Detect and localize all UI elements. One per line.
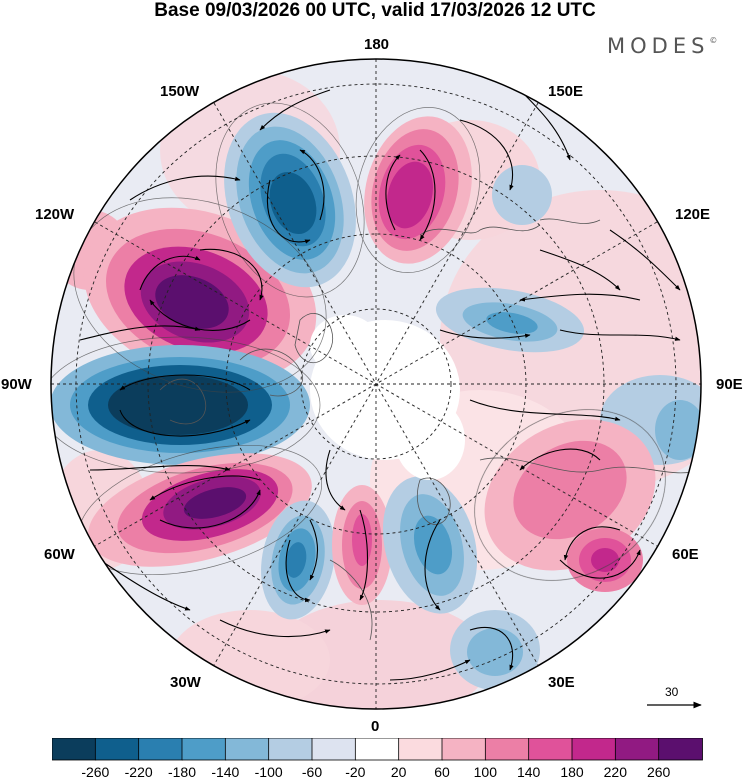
lon-label-150w: 150W: [160, 83, 200, 100]
lon-label-90e: 90E: [716, 376, 743, 393]
low-anomaly-110e: [435, 287, 585, 353]
lon-label-90w: 90W: [1, 376, 32, 393]
colorbar-swatch: [614, 738, 660, 761]
brand-text: MODES: [607, 34, 710, 58]
colorbar-tick-label: 220: [603, 764, 628, 780]
lon-label-180: 180: [364, 36, 390, 53]
colorbar-tick-label: 260: [646, 764, 671, 780]
reference-vector-label: 30: [665, 685, 679, 699]
colorbar-tick-label: -260: [81, 764, 110, 780]
reference-vector-arrow: [647, 701, 702, 709]
colorbar-swatch: [138, 738, 183, 761]
map-boundary: [50, 58, 702, 710]
colorbar-tick-label: -220: [124, 764, 153, 780]
colorbar-tick-label: 180: [560, 764, 584, 780]
colorbar-swatch: [484, 738, 530, 761]
modes-logo: MODES©: [607, 34, 717, 58]
colorbar-tick-label: -60: [301, 764, 323, 780]
colorbar-tick-label: -100: [254, 764, 283, 780]
colorbar-swatch: [268, 738, 313, 761]
lon-label-30w: 30W: [170, 674, 201, 691]
colorbar-tick-label: -180: [167, 764, 197, 780]
high-anomaly-10w: [332, 485, 392, 605]
colorbar-tick-label: 60: [434, 764, 450, 780]
lon-label-0: 0: [371, 718, 380, 735]
lon-label-150e: 150E: [548, 83, 584, 100]
copyright-mark: ©: [709, 36, 718, 45]
high-anomaly-170e: [364, 116, 472, 264]
lon-label-60e: 60E: [672, 546, 699, 563]
colorbar: [52, 738, 703, 761]
lon-label-30e: 30E: [548, 674, 575, 691]
anomaly-field: [51, 59, 701, 709]
colorbar-swatch: [94, 738, 140, 761]
colorbar-tick-label: -140: [211, 764, 240, 780]
colorbar-swatch: [528, 738, 573, 761]
low-anomaly-20e: [382, 476, 478, 614]
colorbar-swatch: [311, 738, 357, 761]
map-title: Base 09/03/2026 00 UTC, valid 17/03/2026…: [154, 0, 596, 21]
high-anomaly-60e: [484, 419, 656, 592]
colorbar-swatch: [571, 738, 617, 761]
lon-label-60w: 60W: [44, 546, 75, 563]
colorbar-swatch: [658, 738, 703, 761]
low-anomaly-150w: [224, 112, 356, 288]
colorbar-swatch: [181, 738, 227, 761]
lon-label-120w: 120W: [35, 206, 75, 223]
colorbar-swatch: [354, 738, 400, 761]
colorbar-swatch: [52, 738, 97, 761]
colorbar-tick-label: 20: [390, 764, 407, 780]
colorbar-swatch: [398, 738, 443, 761]
low-anomaly-30e: [450, 610, 540, 690]
colorbar-tick-label: 100: [473, 764, 498, 780]
colorbar-swatch: [224, 738, 270, 761]
colorbar-tick-label: -20: [345, 764, 366, 780]
lon-label-120e: 120E: [675, 206, 711, 223]
colorbar-tick-label: 140: [516, 764, 541, 780]
wind-streamlines: [79, 89, 681, 681]
colorbar-swatch: [441, 738, 487, 761]
low-anomaly-150e: [492, 165, 552, 225]
high-anomaly-60w: [88, 453, 312, 567]
